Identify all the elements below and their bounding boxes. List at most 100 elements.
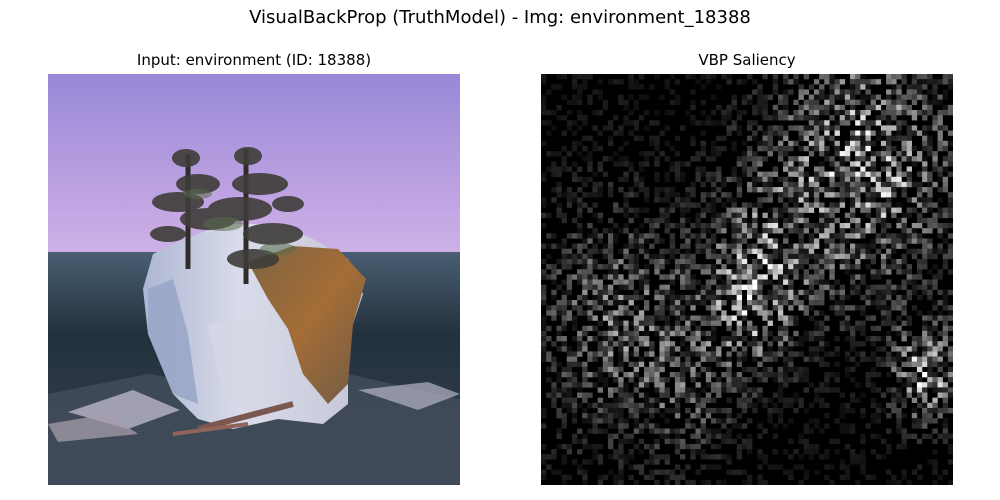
- saliency-pixel: [834, 79, 840, 85]
- saliency-pixel: [829, 387, 835, 393]
- saliency-pixel: [685, 279, 691, 285]
- saliency-pixel: [587, 336, 593, 342]
- saliency-pixel: [623, 336, 629, 342]
- saliency-pixel: [829, 99, 835, 106]
- saliency-pixel: [566, 402, 573, 409]
- saliency-pixel: [922, 130, 928, 136]
- saliency-pixel: [829, 84, 835, 90]
- saliency-pixel: [747, 305, 753, 311]
- saliency-pixel: [680, 325, 686, 332]
- saliency-pixel: [700, 109, 706, 116]
- saliency-pixel: [618, 443, 624, 450]
- saliency-pixel: [906, 151, 912, 157]
- saliency-pixel: [628, 351, 634, 357]
- saliency-pixel: [716, 104, 722, 111]
- saliency-pixel: [726, 284, 732, 290]
- saliency-pixel: [916, 423, 923, 429]
- saliency-pixel: [654, 192, 660, 198]
- saliency-pixel: [850, 366, 856, 373]
- saliency-pixel: [602, 336, 609, 342]
- saliency-pixel: [875, 300, 882, 306]
- saliency-pixel: [870, 202, 876, 208]
- saliency-pixel: [726, 371, 732, 378]
- saliency-pixel: [736, 258, 743, 265]
- saliency-pixel: [541, 99, 547, 106]
- saliency-pixel: [855, 258, 861, 265]
- saliency-pixel: [875, 284, 882, 290]
- saliency-pixel: [772, 89, 779, 95]
- saliency-pixel: [824, 402, 830, 409]
- saliency-pixel: [541, 341, 547, 347]
- saliency-pixel: [577, 84, 583, 90]
- saliency-pixel: [659, 300, 665, 306]
- saliency-pixel: [607, 79, 614, 85]
- saliency-pixel: [880, 140, 887, 147]
- saliency-pixel: [690, 253, 696, 260]
- saliency-pixel: [865, 197, 871, 203]
- saliency-pixel: [607, 366, 614, 373]
- saliency-pixel: [870, 253, 876, 260]
- saliency-pixel: [561, 94, 567, 100]
- saliency-pixel: [587, 418, 593, 424]
- saliency-pixel: [762, 212, 768, 219]
- saliency-pixel: [762, 459, 768, 465]
- saliency-pixel: [813, 140, 820, 147]
- saliency-pixel: [644, 197, 650, 203]
- saliency-pixel: [659, 325, 665, 332]
- saliency-pixel: [922, 382, 928, 388]
- saliency-pixel: [705, 120, 712, 126]
- saliency-pixel: [644, 371, 650, 378]
- saliency-pixel: [942, 109, 949, 116]
- saliency-pixel: [860, 166, 866, 172]
- saliency-pixel: [813, 99, 820, 106]
- saliency-pixel: [777, 135, 784, 141]
- saliency-pixel: [731, 145, 737, 152]
- saliency-pixel: [597, 407, 603, 414]
- saliency-pixel: [541, 300, 547, 306]
- saliency-pixel: [880, 238, 887, 244]
- saliency-pixel: [685, 243, 691, 249]
- saliency-pixel: [870, 217, 876, 224]
- saliency-pixel: [556, 258, 562, 265]
- saliency-pixel: [680, 377, 686, 383]
- saliency-pixel: [813, 346, 820, 352]
- saliency-pixel: [922, 161, 928, 167]
- saliency-pixel: [582, 438, 588, 445]
- saliency-pixel: [690, 233, 696, 239]
- saliency-pixel: [886, 89, 892, 95]
- saliency-pixel: [747, 94, 753, 100]
- saliency-pixel: [855, 171, 861, 177]
- saliency-pixel: [916, 130, 923, 136]
- saliency-pixel: [844, 464, 851, 470]
- saliency-pixel: [927, 351, 933, 357]
- saliency-pixel: [839, 202, 846, 208]
- saliency-pixel: [772, 130, 779, 136]
- saliency-pixel: [906, 238, 912, 244]
- saliency-pixel: [628, 464, 634, 470]
- saliency-pixel: [932, 151, 938, 157]
- saliency-pixel: [839, 243, 846, 249]
- saliency-pixel: [664, 438, 670, 445]
- saliency-pixel: [757, 125, 763, 131]
- saliency-pixel: [855, 202, 861, 208]
- saliency-pixel: [571, 140, 578, 147]
- saliency-pixel: [741, 171, 748, 177]
- saliency-pixel: [808, 279, 815, 285]
- saliency-pixel: [932, 284, 938, 290]
- saliency-pixel: [649, 341, 655, 347]
- saliency-pixel: [875, 135, 882, 141]
- saliency-pixel: [772, 300, 779, 306]
- saliency-pixel: [556, 433, 562, 439]
- saliency-pixel: [783, 79, 789, 85]
- saliency-pixel: [788, 397, 794, 403]
- saliency-pixel: [819, 120, 825, 126]
- saliency-pixel: [886, 238, 892, 244]
- saliency-pixel: [582, 371, 588, 378]
- saliency-pixel: [695, 325, 701, 332]
- saliency-pixel: [824, 464, 830, 470]
- saliency-pixel: [767, 294, 773, 301]
- saliency-pixel: [664, 109, 670, 116]
- saliency-pixel: [932, 253, 938, 260]
- saliency-pixel: [783, 289, 789, 296]
- saliency-pixel: [597, 305, 603, 311]
